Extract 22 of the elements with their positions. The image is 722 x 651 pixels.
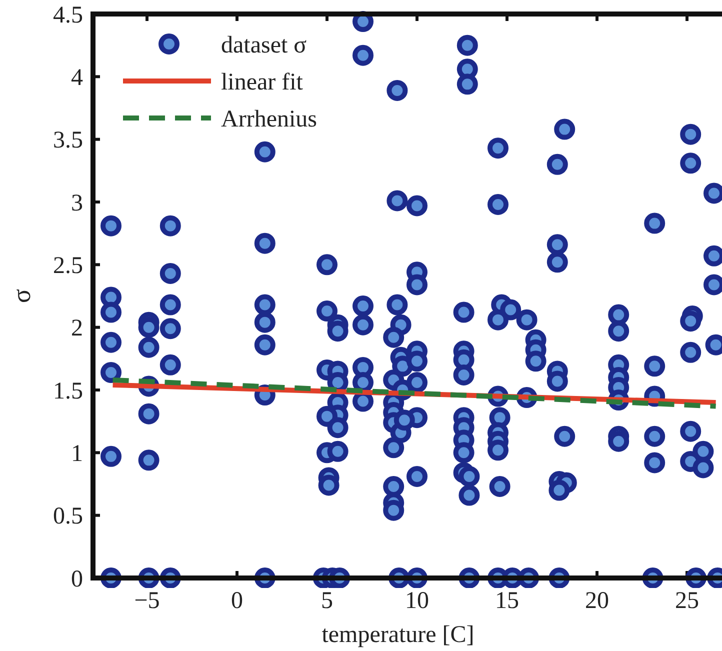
x-tick-label: 15 bbox=[495, 588, 519, 614]
legend-label: dataset σ bbox=[221, 32, 307, 58]
x-tick-label: 10 bbox=[405, 588, 429, 614]
y-tick-label: 0 bbox=[71, 566, 83, 592]
y-tick-label: 2.5 bbox=[53, 253, 83, 280]
y-tick-label: 2 bbox=[71, 316, 83, 342]
x-tick-label: 5 bbox=[321, 588, 333, 614]
x-tick-label: 0 bbox=[231, 588, 243, 614]
y-tick-label: 0.5 bbox=[53, 504, 83, 530]
x-axis-title: temperature [C] bbox=[322, 622, 474, 648]
y-tick-label: 4.5 bbox=[53, 2, 83, 28]
y-tick-label: 3 bbox=[71, 190, 83, 216]
y-tick-label: 1.5 bbox=[53, 378, 83, 404]
x-tick-label: −5 bbox=[134, 588, 160, 614]
legend-label: linear fit bbox=[221, 69, 304, 96]
x-tick-label: 20 bbox=[585, 588, 609, 614]
legend-label: Arrhenius bbox=[221, 106, 317, 132]
y-tick-label: 1 bbox=[71, 441, 83, 468]
y-tick-label: 4 bbox=[71, 65, 83, 92]
x-tick-label: 25 bbox=[675, 588, 699, 614]
y-tick-label: 3.5 bbox=[53, 128, 83, 154]
y-axis-title: σ bbox=[7, 288, 36, 304]
